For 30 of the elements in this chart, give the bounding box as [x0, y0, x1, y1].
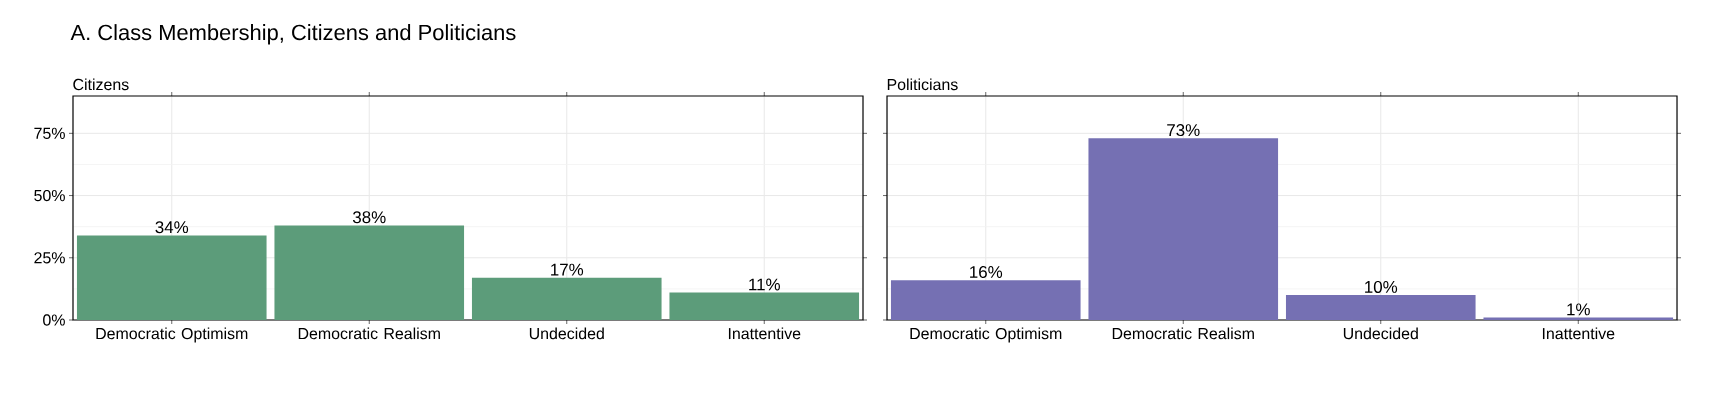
- y-tick-label: 50%: [34, 189, 65, 202]
- y-tick-label: 75%: [34, 127, 65, 139]
- x-tick-label: Undecided: [529, 327, 604, 340]
- data-label: 16%: [970, 265, 1003, 278]
- x-tick-label: Democratic Optimism: [910, 327, 1062, 343]
- x-tick-label: Inattentive: [728, 327, 801, 340]
- bar: [890, 280, 1081, 320]
- data-label: 1%: [1567, 303, 1590, 316]
- bar: [274, 225, 465, 320]
- y-tick-label: 0%: [43, 314, 65, 326]
- bar: [471, 277, 662, 320]
- y-tick-label: 25%: [34, 252, 65, 264]
- data-label: 10%: [1365, 280, 1398, 293]
- x-tick-label: Democratic Optimism: [96, 327, 248, 343]
- data-label: 38%: [352, 211, 386, 224]
- data-label: 11%: [749, 278, 780, 291]
- chart-title: A. Class Membership, Citizens and Politicians: [70, 24, 516, 45]
- x-tick-label: Inattentive: [1542, 327, 1615, 340]
- bar: [1285, 295, 1476, 320]
- x-tick-label: Democratic Realism: [1112, 327, 1254, 340]
- bar: [1088, 138, 1279, 320]
- x-tick-label: Democratic Realism: [298, 327, 440, 340]
- x-tick-label: Undecided: [1343, 327, 1418, 340]
- chart-subtitle: Citizens: [73, 78, 129, 91]
- bar: [669, 292, 860, 320]
- data-label: 73%: [1167, 124, 1200, 137]
- data-label: 34%: [155, 221, 189, 234]
- chart-subtitle: Politicians: [887, 78, 958, 91]
- data-label: 17%: [551, 263, 584, 276]
- bar: [76, 235, 267, 320]
